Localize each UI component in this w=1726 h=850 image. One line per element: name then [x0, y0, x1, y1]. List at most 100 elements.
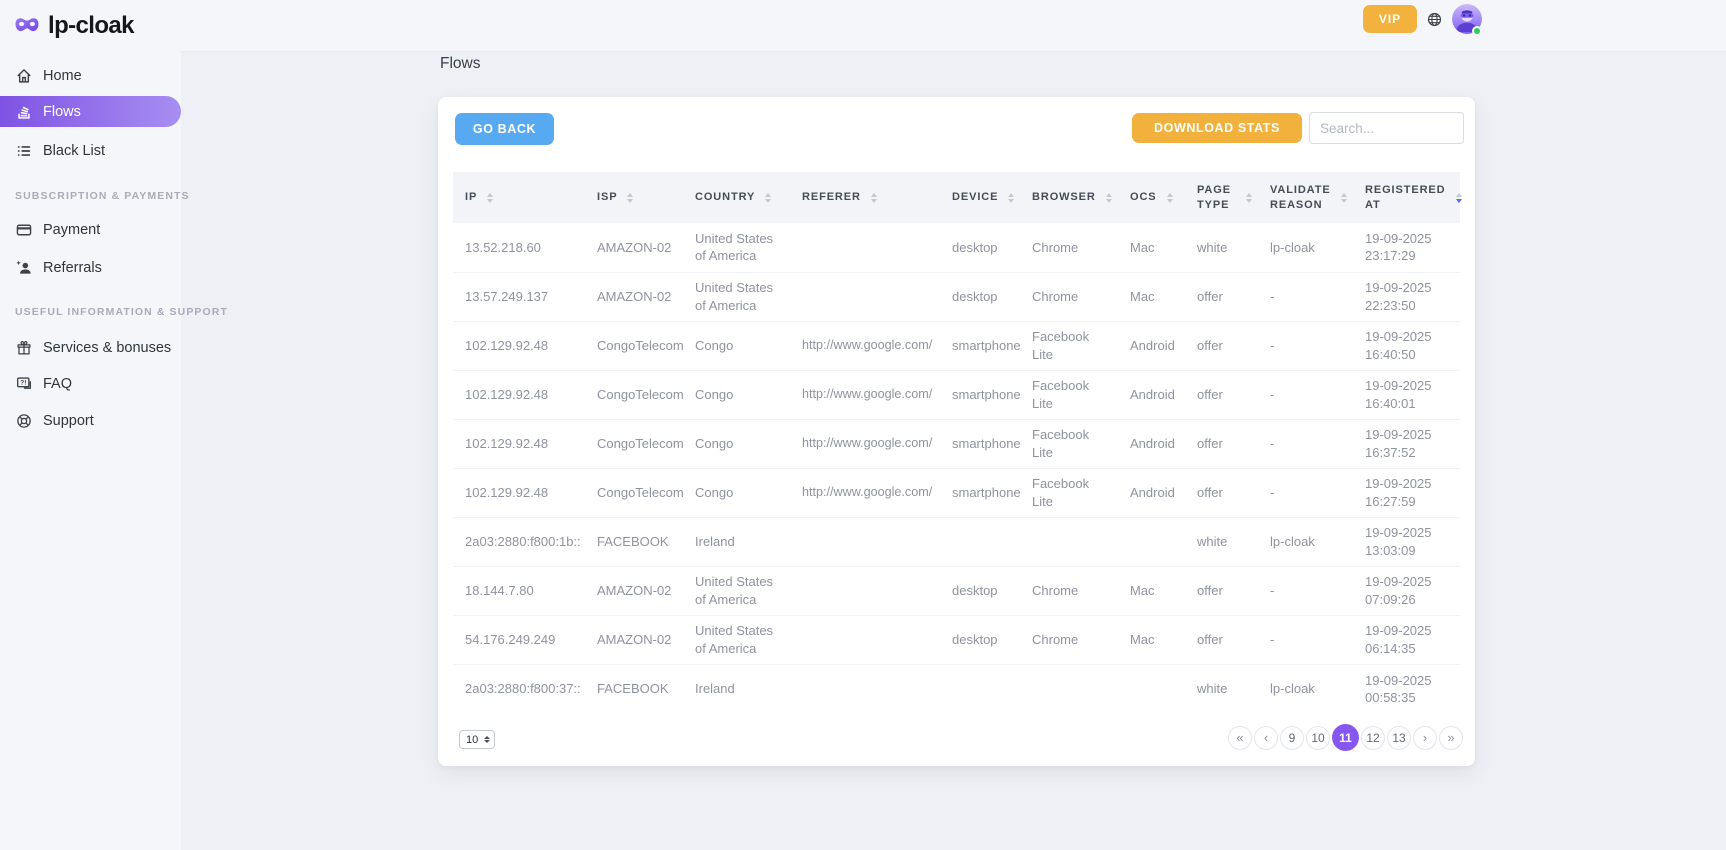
sidebar-item-payment[interactable]: Payment: [0, 214, 181, 245]
cell-country: United States of America: [683, 271, 790, 321]
stepper-icon: [484, 736, 490, 743]
cell-country: Congo: [683, 418, 790, 468]
sidebar-item-home[interactable]: Home: [0, 60, 181, 91]
column-header-page-type[interactable]: PAGE TYPE: [1185, 172, 1258, 223]
sidebar-section-title: Subscription & payments: [15, 190, 190, 202]
sidebar-item-label: FAQ: [43, 375, 73, 392]
cell-ip: 54.176.249.249: [453, 614, 585, 664]
cell-browser: Facebook Lite: [1020, 369, 1118, 419]
cell-isp: CongoTelecom: [585, 369, 684, 419]
table-row[interactable]: 102.129.92.48 CongoTelecom Congo http://…: [453, 369, 1460, 419]
sidebar-item-black-list[interactable]: Black List: [0, 135, 181, 166]
sort-icon: [627, 192, 634, 203]
table-row[interactable]: 54.176.249.249 AMAZON-02 United States o…: [453, 614, 1460, 664]
download-stats-button[interactable]: DOWNLOAD STATS: [1132, 113, 1302, 143]
cell-registered-at: 19-09-2025 00:58:35: [1353, 663, 1460, 713]
globe-icon[interactable]: [1426, 11, 1443, 28]
prev-page-button[interactable]: ‹: [1254, 725, 1278, 750]
page-button-11[interactable]: 11: [1332, 724, 1359, 751]
cell-ip: 102.129.92.48: [453, 320, 585, 370]
column-header-ip[interactable]: IP: [453, 172, 585, 223]
cell-country: United States of America: [695, 231, 774, 264]
cell-ocs: Mac: [1118, 614, 1185, 664]
sidebar-item-support[interactable]: Support: [0, 405, 181, 436]
column-header-registered-at[interactable]: REGISTERED AT: [1353, 172, 1462, 223]
cell-ip: 13.57.249.137: [453, 271, 585, 321]
cell-page-type: offer: [1185, 467, 1258, 517]
cell-ip: 18.144.7.80: [453, 565, 585, 615]
search-input[interactable]: [1309, 112, 1464, 144]
page-size-select[interactable]: 10: [459, 730, 495, 749]
cell-ip: 2a03:2880:f800:1b::: [453, 516, 585, 566]
sidebar-item-services-bonuses[interactable]: Services & bonuses: [0, 332, 181, 363]
table-row[interactable]: 18.144.7.80 AMAZON-02 United States of A…: [453, 565, 1460, 615]
table-row[interactable]: 13.52.218.60 AMAZON-02 United States of …: [453, 223, 1460, 272]
cell-browser: Chrome: [1020, 271, 1118, 321]
cell-referer: [790, 223, 940, 272]
cell-referer: [790, 663, 940, 713]
first-page-button[interactable]: «: [1228, 725, 1252, 750]
brand-name: lp-cloak: [48, 12, 135, 39]
column-header-validate-reason[interactable]: VALIDATE REASON: [1258, 172, 1353, 223]
cell-browser: Facebook Lite: [1020, 418, 1118, 468]
cell-registered-at: 19-09-2025 16:40:01: [1353, 369, 1460, 419]
cell-page-type: offer: [1185, 369, 1258, 419]
go-back-button[interactable]: GO BACK: [455, 113, 554, 145]
online-status-dot: [1472, 26, 1482, 36]
column-header-country[interactable]: COUNTRY: [683, 172, 790, 223]
sort-icon: [1341, 192, 1347, 203]
cell-browser: Chrome: [1020, 614, 1118, 664]
last-page-button[interactable]: »: [1439, 725, 1463, 750]
table-row[interactable]: 2a03:2880:f800:37:: FACEBOOK Ireland whi…: [453, 663, 1460, 713]
table-row[interactable]: 2a03:2880:f800:1b:: FACEBOOK Ireland whi…: [453, 516, 1460, 566]
cell-validate-reason: -: [1258, 467, 1353, 517]
cell-validate-reason: -: [1258, 320, 1353, 370]
column-header-ocs[interactable]: OCS: [1118, 172, 1185, 223]
table-header-row: IP ISP COUNTRY REFERER DEVICE BROWSER OCS PAGE …: [453, 172, 1462, 223]
cell-validate-reason: -: [1258, 614, 1353, 664]
cell-ip: 102.129.92.48: [453, 467, 585, 517]
sidebar-item-label: Payment: [43, 221, 101, 238]
column-header-isp[interactable]: ISP: [585, 172, 683, 223]
page-button-12[interactable]: 12: [1361, 725, 1385, 750]
table-row[interactable]: 102.129.92.48 CongoTelecom Congo http://…: [453, 467, 1460, 517]
page-button-9[interactable]: 9: [1280, 725, 1304, 750]
cell-ocs: Mac: [1130, 239, 1155, 255]
cell-referer: http://www.google.com/: [790, 418, 940, 468]
column-header-browser[interactable]: BROWSER: [1020, 172, 1118, 223]
cell-ip: 2a03:2880:f800:37::: [453, 663, 585, 713]
sort-icon: [1008, 192, 1015, 203]
cell-device: smartphone: [940, 369, 1021, 419]
sort-icon: [1105, 192, 1112, 203]
cell-registered-at: 19-09-2025 23:17:29: [1365, 231, 1432, 264]
cell-ocs: Android: [1118, 467, 1185, 517]
cell-browser: Chrome: [1020, 565, 1118, 615]
cell-ocs: [1118, 516, 1185, 566]
sidebar-item-flows[interactable]: Flows: [0, 96, 181, 127]
cell-referer: [790, 614, 940, 664]
next-page-button[interactable]: ›: [1413, 725, 1437, 750]
table-row[interactable]: 102.129.92.48 CongoTelecom Congo http://…: [453, 418, 1460, 468]
sidebar-item-faq[interactable]: ?! FAQ: [0, 368, 181, 399]
cell-ip: 102.129.92.48: [453, 418, 585, 468]
cell-isp: CongoTelecom: [585, 320, 684, 370]
sidebar-section-title: Useful information & support: [15, 306, 228, 318]
cell-isp: FACEBOOK: [585, 663, 683, 713]
vip-button[interactable]: VIP: [1363, 5, 1417, 33]
cell-ocs: Android: [1118, 369, 1185, 419]
cell-registered-at: 19-09-2025 07:09:26: [1353, 565, 1460, 615]
page-button-13[interactable]: 13: [1387, 725, 1411, 750]
table-row[interactable]: 102.129.92.48 CongoTelecom Congo http://…: [453, 320, 1460, 370]
table-row[interactable]: 13.57.249.137 AMAZON-02 United States of…: [453, 271, 1460, 321]
cell-isp: FACEBOOK: [585, 516, 683, 566]
sidebar-item-label: Flows: [43, 103, 81, 120]
cell-country: Congo: [683, 369, 790, 419]
brand-logo[interactable]: lp-cloak: [14, 12, 135, 40]
cell-registered-at: 19-09-2025 16:27:59: [1353, 467, 1460, 517]
column-header-referer[interactable]: REFERER: [790, 172, 940, 223]
sidebar-item-referrals[interactable]: Referrals: [0, 252, 181, 283]
page-button-10[interactable]: 10: [1306, 725, 1330, 750]
sort-icon: [870, 192, 877, 203]
cell-device: desktop: [940, 271, 1020, 321]
column-header-device[interactable]: DEVICE: [940, 172, 1020, 223]
